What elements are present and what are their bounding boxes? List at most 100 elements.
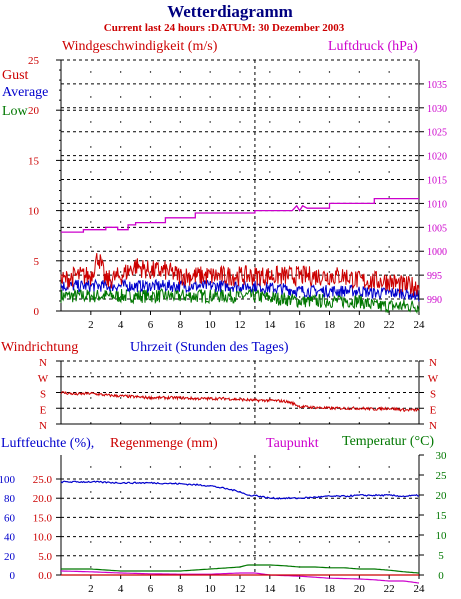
panel1-y2tick-label: 995 (427, 271, 442, 282)
panel1-grid-dot (119, 146, 122, 148)
panel1-xtick-label: 2 (88, 319, 94, 331)
panel1-grid-dot (149, 146, 152, 148)
panel1-grid-dot (119, 171, 122, 173)
panel2-grid-dot (298, 397, 301, 399)
panel3-grid-dot (149, 516, 152, 518)
panel1-ytick-label: 15 (28, 155, 40, 167)
panel2-grid-dot (269, 397, 271, 399)
panel2-ytick-label: N (39, 357, 47, 369)
panel1-grid-dot (179, 221, 182, 223)
panel3-xtick-label: 12 (235, 583, 246, 595)
panel2-grid-dot (269, 372, 271, 374)
panel3-grid-dot (328, 516, 331, 518)
panel3-rain-tick-label: 20.0 (33, 493, 53, 505)
panel1-grid-dot (388, 71, 390, 73)
panel2-grid-dot (358, 422, 361, 424)
panel1-grid-dot (179, 196, 182, 198)
panel3-rain-tick-label: 0.0 (38, 570, 52, 582)
panel1-grid-dot (269, 71, 271, 73)
panel3-grid-dot (149, 466, 152, 468)
series-average-line (60, 278, 420, 302)
panel1-grid-dot (90, 146, 92, 148)
panel1-y2tick-label: 1020 (427, 152, 447, 163)
panel1-grid-dot (328, 96, 331, 98)
panel1-grid-dot (298, 96, 301, 98)
panel3-grid-dot (90, 491, 92, 493)
panel3-rain-tick-label: 15.0 (33, 512, 53, 524)
panel3-xtick-label: 22 (384, 583, 395, 595)
panel1-xtick-label: 24 (414, 319, 426, 331)
wind-direction-label: Windrichtung (1, 340, 78, 355)
panel1-grid-dot (239, 171, 241, 173)
panel1-ytick-label: 20 (28, 105, 40, 117)
panel3-rain-tick-label: 25.0 (33, 474, 53, 486)
panel1-y2tick-label: 1035 (427, 80, 447, 91)
panel1-grid-dot (298, 171, 301, 173)
panel1-grid-dot (388, 96, 390, 98)
legend-average: Average (2, 85, 48, 100)
panel1-grid-dot (269, 196, 271, 198)
panel1-grid-dot (90, 196, 92, 198)
panel3-ytick-label: 80 (4, 493, 16, 505)
panel1-xtick-label: 4 (118, 319, 124, 331)
panel2-grid-dot (328, 372, 331, 374)
panel1-y2tick-label: 1025 (427, 128, 447, 139)
panel2-grid-dot (209, 372, 211, 374)
panel3-grid-dot (149, 491, 152, 493)
panel1-xtick-label: 18 (324, 319, 336, 331)
panel3-y2tick-label: 5 (438, 550, 444, 562)
panel3-grid-dot (358, 516, 361, 518)
panel1-grid-dot (90, 71, 92, 73)
panel2-grid-dot (269, 422, 271, 424)
panel1-grid-dot (239, 221, 241, 223)
panel1-xtick-label: 14 (264, 319, 276, 331)
panel1-grid-dot (119, 196, 122, 198)
panel1-grid-dot (119, 271, 122, 273)
temperature-axis-label: Temperatur (°C) (342, 434, 434, 449)
panel1-grid-dot (358, 246, 361, 248)
panel1-grid-dot (298, 121, 301, 123)
panel1-xtick-label: 22 (384, 319, 395, 331)
panel1-y2tick-label: 1015 (427, 176, 447, 187)
panel3-grid-dot (269, 491, 271, 493)
panel3-grid-dot (388, 566, 390, 568)
panel3-grid-dot (90, 466, 92, 468)
panel2-grid-dot (358, 372, 361, 374)
panel1-grid-dot (149, 71, 152, 73)
panel3-grid-dot (269, 466, 271, 468)
panel3-xtick-label: 10 (205, 583, 217, 595)
panel1-ytick-label: 5 (34, 256, 40, 268)
panel1-grid-dot (328, 196, 331, 198)
panel3-y2tick-label: 10 (436, 530, 448, 542)
panel1-grid-dot (119, 221, 122, 223)
panel1-y2tick-label: 1000 (427, 247, 447, 258)
panel1-grid-dot (269, 171, 271, 173)
panel3-grid-dot (179, 541, 182, 543)
panel1-grid-dot (358, 121, 361, 123)
panel3-grid-dot (388, 516, 390, 518)
panel1-grid-dot (328, 246, 331, 248)
panel2-grid-dot (388, 422, 390, 424)
panel1-grid-dot (298, 71, 301, 73)
panel3-grid-dot (298, 491, 301, 493)
panel2-grid-dot (239, 422, 241, 424)
panel1-xtick-label: 10 (205, 319, 217, 331)
panel3-grid-dot (209, 466, 211, 468)
panel2-grid-dot (239, 372, 241, 374)
panel3-grid-dot (149, 541, 152, 543)
panel1-grid-dot (358, 96, 361, 98)
panel1-grid-dot (119, 71, 122, 73)
panel3-grid-dot (209, 541, 211, 543)
panel3-grid-dot (269, 541, 271, 543)
panel3-grid-dot (269, 566, 271, 568)
panel3-grid-dot (209, 491, 211, 493)
series-gust-line (60, 253, 420, 296)
panel2-y2tick-label: E (430, 404, 437, 416)
panel1-grid-dot (358, 221, 361, 223)
panel2-y2tick-label: N (429, 420, 437, 432)
panel3-ytick-label: 40 (4, 532, 16, 544)
panel1-grid-dot (179, 71, 182, 73)
panel1-grid-dot (328, 221, 331, 223)
legend-low: Low (2, 104, 29, 119)
